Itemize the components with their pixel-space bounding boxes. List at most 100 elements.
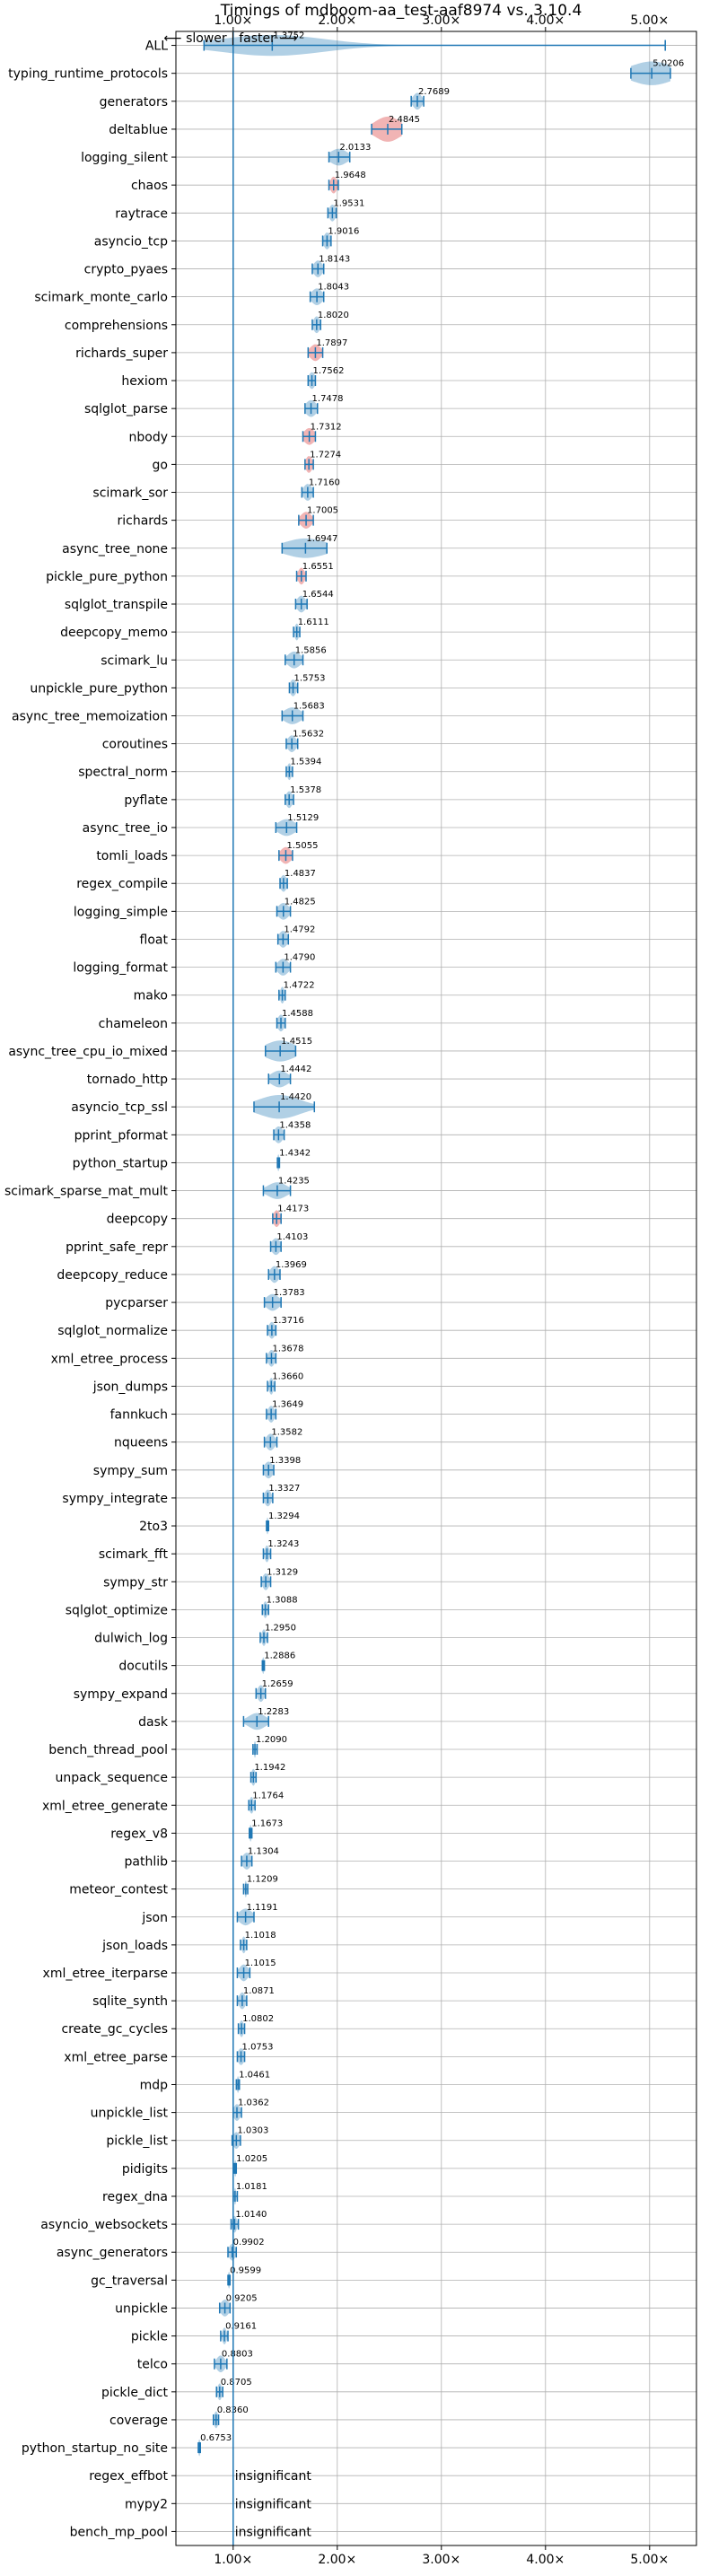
benchmark-mark: 1.0362 — [232, 2098, 269, 2121]
insignificant-label: insignificant — [235, 2497, 312, 2511]
x-tick-label-bottom: 1.00× — [214, 2553, 252, 2567]
benchmark-label: asyncio_tcp — [94, 234, 168, 249]
value-label: 1.9531 — [333, 198, 364, 208]
benchmark-label: sympy_expand — [74, 1687, 168, 1702]
benchmark-label: asyncio_tcp_ssl — [71, 1100, 168, 1115]
value-label: 1.4515 — [281, 1037, 312, 1047]
benchmark-label: deltablue — [109, 123, 168, 137]
benchmark-mark: 1.4825 — [276, 897, 316, 920]
benchmark-mark: 1.5753 — [288, 673, 326, 697]
x-axis-top: 1.00× 2.00× 3.00× 4.00× 5.00× — [214, 13, 669, 31]
benchmark-label: unpickle — [115, 2301, 168, 2316]
benchmark-mark: 1.5394 — [285, 758, 321, 781]
benchmark-mark: 1.4358 — [273, 1120, 311, 1143]
benchmark-label: async_tree_io — [83, 821, 168, 836]
value-label: 1.8020 — [318, 311, 349, 320]
benchmark-label: docutils — [118, 1660, 168, 1674]
value-label: 1.2283 — [258, 1707, 289, 1717]
benchmark-mark: 1.3088 — [261, 1595, 298, 1618]
benchmark-mark: 1.7005 — [298, 506, 338, 529]
value-label: 1.7160 — [309, 478, 340, 488]
benchmark-mark: 1.5856 — [285, 645, 327, 669]
benchmark-mark: 1.9016 — [321, 226, 359, 250]
benchmark-mark: 1.7160 — [301, 478, 340, 501]
x-tick-label-bottom: 4.00× — [526, 2553, 565, 2567]
value-label: 1.3294 — [268, 1511, 300, 1521]
benchmark-label: xml_etree_process — [51, 1352, 168, 1366]
value-label: 1.2886 — [264, 1652, 295, 1661]
benchmark-label: chaos — [131, 179, 168, 193]
benchmark-label: richards_super — [75, 346, 168, 361]
benchmark-mark: 5.0206 — [630, 59, 684, 85]
benchmark-label: sqlglot_normalize — [57, 1324, 168, 1338]
value-label: 1.0362 — [238, 2098, 269, 2108]
value-label: 0.8803 — [222, 2350, 253, 2360]
benchmark-mark: 1.5129 — [275, 813, 319, 837]
benchmark-label: dask — [138, 1715, 169, 1730]
benchmark-label: nqueens — [114, 1436, 168, 1450]
value-label: 1.5753 — [294, 673, 326, 683]
benchmark-mark: 1.6111 — [293, 618, 329, 641]
benchmark-mark: 2.4845 — [371, 115, 420, 142]
benchmark-mark: 2.7689 — [410, 87, 450, 110]
benchmark-mark: 1.3398 — [262, 1456, 301, 1479]
value-label: 1.7897 — [316, 338, 347, 348]
value-label: 1.1015 — [245, 1958, 276, 1968]
benchmark-mark: 1.3969 — [267, 1260, 307, 1284]
value-label: 1.1191 — [247, 1903, 278, 1913]
benchmark-label: xml_etree_iterparse — [43, 1967, 168, 1981]
benchmark-label: scimark_lu — [101, 653, 168, 668]
benchmark-label: hexiom — [121, 374, 168, 389]
benchmark-label: pickle_dict — [101, 2386, 169, 2400]
benchmark-label: float — [140, 933, 169, 947]
value-label: 1.0802 — [242, 2014, 274, 2024]
benchmark-mark: 1.8143 — [311, 255, 350, 277]
value-label: 1.0205 — [236, 2154, 267, 2164]
benchmark-label: async_generators — [57, 2246, 168, 2260]
value-label: 1.4358 — [279, 1120, 311, 1130]
value-label: 1.3129 — [267, 1567, 298, 1577]
benchmark-mark: 1.7274 — [304, 450, 341, 473]
value-label: 2.0133 — [339, 143, 371, 153]
value-label: 1.3716 — [273, 1316, 304, 1326]
benchmark-mark: 1.6551 — [295, 562, 334, 585]
benchmark-label: comprehensions — [65, 319, 168, 333]
benchmark-label: sqlglot_optimize — [66, 1603, 168, 1617]
benchmark-label: coverage — [109, 2414, 168, 2428]
benchmark-mark: 1.9648 — [328, 171, 366, 194]
benchmark-mark: 1.0753 — [236, 2042, 274, 2065]
value-label: 1.4790 — [284, 953, 315, 963]
benchmark-mark: 0.8803 — [214, 2350, 253, 2373]
benchmark-label: pprint_safe_repr — [66, 1240, 168, 1255]
benchmark-mark: 1.4792 — [276, 924, 315, 948]
benchmark-label: tornado_http — [87, 1073, 168, 1087]
value-label: 1.1209 — [247, 1875, 278, 1885]
x-tick-label-top: 3.00× — [422, 13, 460, 28]
benchmark-label: pidigits — [122, 2162, 168, 2177]
benchmark-mark: 1.4588 — [276, 1009, 313, 1032]
benchmark-label: typing_runtime_protocols — [8, 67, 168, 82]
value-label: 1.5378 — [290, 785, 321, 795]
benchmark-mark: 0.8360 — [213, 2405, 249, 2429]
x-axis-bottom: 1.00× 2.00× 3.00× 4.00× 5.00× — [214, 2545, 669, 2567]
benchmark-label: regex_v8 — [110, 1827, 168, 1841]
benchmark-label: regex_compile — [76, 877, 168, 891]
benchmark-label: regex_dna — [102, 2190, 168, 2204]
benchmark-label: pickle — [131, 2330, 168, 2344]
chart-title: Timings of mdboom-aa_test-aaf8974 vs. 3.… — [220, 2, 582, 20]
value-label: 1.1942 — [254, 1763, 285, 1773]
benchmark-mark: 0.9902 — [227, 2238, 265, 2261]
x-tick-label-top: 5.00× — [630, 13, 669, 28]
value-label: 1.4442 — [280, 1065, 311, 1074]
benchmark-label: pathlib — [125, 1855, 169, 1870]
value-label: 1.4837 — [285, 869, 316, 879]
benchmark-label: xml_etree_parse — [64, 2050, 168, 2064]
benchmark-label: python_startup_no_site — [22, 2441, 168, 2456]
benchmark-label: logging_format — [73, 961, 168, 976]
x-tick-label-top: 4.00× — [526, 13, 565, 28]
benchmark-mark: 1.1764 — [248, 1791, 284, 1814]
value-label: 1.8143 — [319, 255, 350, 265]
benchmark-label: unpack_sequence — [56, 1771, 168, 1785]
benchmark-label: async_tree_memoization — [12, 709, 168, 723]
benchmark-mark: insignificant — [235, 2497, 312, 2511]
